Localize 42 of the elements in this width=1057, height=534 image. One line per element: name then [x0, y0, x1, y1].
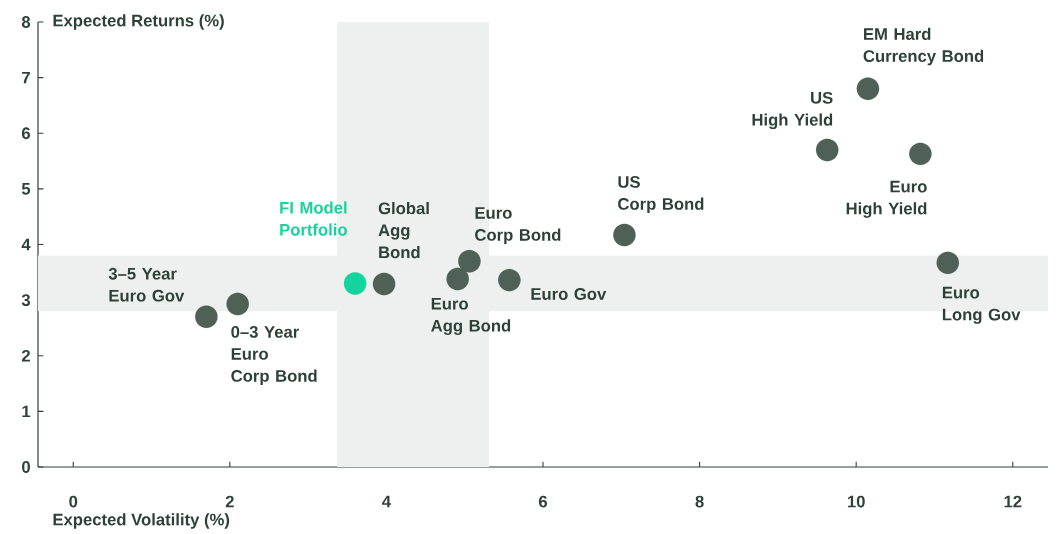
point: [195, 305, 218, 329]
annotation: Global Agg Bond: [378, 201, 429, 259]
x-tick-label: 2: [225, 495, 234, 508]
point: [909, 142, 932, 166]
y-tick-label: 7: [22, 71, 30, 84]
point: [226, 292, 249, 316]
y-tick-label: 6: [21, 127, 31, 140]
y-axis-title: Expected Returns (%): [53, 14, 224, 30]
point: [498, 268, 521, 292]
annotation: US High Yield: [752, 91, 833, 130]
y-tick-label: 3: [21, 294, 31, 307]
y-tick-label: 5: [21, 183, 31, 195]
y-tick-label: 4: [21, 238, 31, 251]
y-tick-label: 8: [21, 16, 31, 28]
x-tick-label: 6: [538, 495, 548, 508]
x-tick-label: 8: [695, 495, 704, 508]
x-tick-label: 10: [847, 495, 865, 508]
point: [343, 272, 367, 295]
text: FI Model Portfolio: [280, 201, 347, 236]
annotation: Euro Long Gov: [942, 286, 1021, 324]
x-tick-label: 0: [69, 495, 78, 508]
annotation: 0–3 Year Euro Corp Bond: [231, 326, 317, 386]
point: [856, 77, 880, 101]
point: [458, 249, 481, 273]
y-tick-label: 0: [22, 461, 30, 473]
x-tick-label: 4: [382, 495, 391, 508]
annotation: EM Hard Currency Bond: [863, 27, 984, 66]
annotation: Euro Corp Bond: [475, 207, 561, 245]
annotation: Euro Gov: [531, 288, 607, 300]
point: [613, 223, 636, 247]
y-tick-label: 2: [21, 349, 30, 362]
point: [815, 138, 839, 162]
point: [446, 267, 469, 291]
x-axis-title: Expected Volatility (%): [53, 513, 230, 529]
annotation: US Corp Bond: [618, 176, 704, 214]
annotation: 3–5 Year Euro Gov: [108, 267, 185, 302]
annotation: Euro Agg Bond: [431, 297, 511, 335]
annotation: Euro High Yield: [846, 180, 927, 218]
x-tick-label: 12: [1004, 495, 1022, 508]
point: [372, 272, 396, 296]
y-tick-label: 1: [22, 405, 31, 418]
point: [936, 251, 960, 275]
